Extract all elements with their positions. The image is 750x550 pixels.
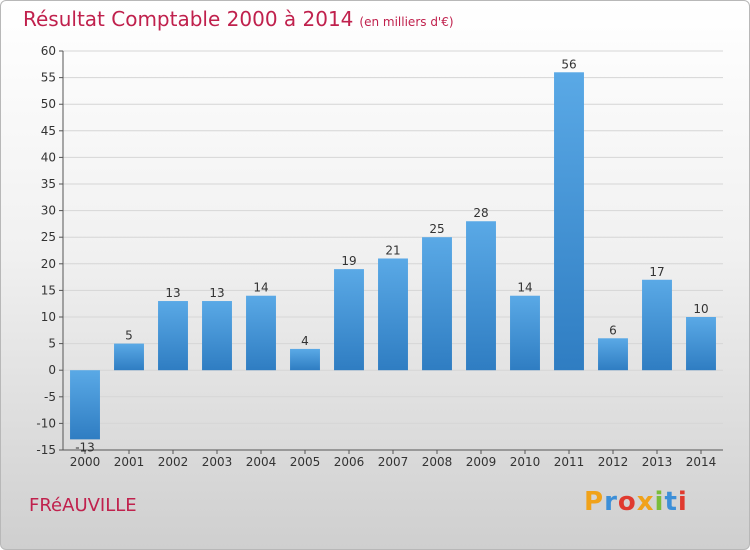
data-label-2013: 17 [649,265,664,279]
bar-2012 [598,338,628,371]
x-tick-label: 2007 [378,455,409,469]
logo-letter: t [664,487,678,517]
data-labels: -13 5 13 13 14 4 19 21 25 28 14 56 6 17 10 [75,57,708,454]
y-tick-label: 20 [41,257,56,271]
x-tick-label: 2005 [290,455,321,469]
x-tick-label: 2006 [334,455,365,469]
logo-letter: P [584,487,605,517]
y-tick-label: 60 [41,44,56,58]
y-tick-label: 45 [41,124,56,138]
y-tick-label: 5 [48,337,56,351]
y-tick-label: 35 [41,177,56,191]
logo-letter: r [604,487,618,517]
bar-2004 [246,295,276,371]
data-label-2009: 28 [473,206,488,220]
data-label-2010: 14 [517,281,532,295]
x-tick-label: 2013 [642,455,673,469]
y-tick-label: 25 [41,230,56,244]
data-label-2006: 19 [341,254,356,268]
city-name: FRéAUVILLE [29,495,137,516]
data-label-2007: 21 [385,243,400,257]
data-label-2003: 13 [209,286,224,300]
data-label-2002: 13 [165,286,180,300]
y-tick-label: 15 [41,283,56,297]
y-tick-label: 55 [41,71,56,85]
data-label-2008: 25 [429,222,444,236]
x-tick-label: 2003 [202,455,233,469]
y-tick-label: 0 [48,363,56,377]
logo-letter: i [654,487,665,517]
data-label-2005: 4 [301,334,309,348]
x-tick-label: 2012 [598,455,629,469]
x-tick-label: 2009 [466,455,497,469]
bar-2008 [422,237,452,371]
x-tick-label: 2001 [114,455,145,469]
data-label-2001: 5 [125,329,133,343]
proxiti-logo: Proxiti [584,487,688,517]
bar-2005 [290,348,320,371]
x-tick-label: 2014 [686,455,717,469]
bar-2006 [334,269,364,371]
y-tick-label: -15 [36,443,56,457]
bar-2014 [686,317,716,371]
bar-2013 [642,279,672,371]
y-tick-label: 10 [41,310,56,324]
bars [70,72,716,440]
bar-2002 [158,301,188,371]
x-tick-label: 2010 [510,455,541,469]
x-tick-label: 2008 [422,455,453,469]
data-label-2004: 14 [253,281,268,295]
bar-2007 [378,258,408,371]
logo-letter: x [636,487,655,517]
bar-2010 [510,295,540,371]
x-tick-label: 2011 [554,455,585,469]
bar-2011 [554,72,584,371]
chart-title: Résultat Comptable 2000 à 2014 (en millie… [23,7,454,31]
bar-2001 [114,343,144,371]
data-label-2000: -13 [75,440,95,454]
y-tick-label: 30 [41,204,56,218]
x-tick-label: 2002 [158,455,189,469]
y-tick-label: -5 [44,390,56,404]
chart-subtitle: (en milliers d'€) [359,15,454,29]
bar-2000 [70,370,100,440]
data-label-2014: 10 [693,302,708,316]
chart-title-text: Résultat Comptable 2000 à 2014 [23,7,354,31]
x-tick-label: 2000 [70,455,101,469]
logo-letter: i [677,487,688,517]
x-tick-label: 2004 [246,455,277,469]
data-label-2012: 6 [609,323,617,337]
data-label-2011: 56 [561,57,576,71]
bar-2003 [202,301,232,371]
y-tick-label: 50 [41,97,56,111]
y-tick-label: 40 [41,150,56,164]
logo-letter: o [617,487,637,517]
y-tick-label: -10 [36,416,56,430]
bar-2009 [466,221,496,371]
